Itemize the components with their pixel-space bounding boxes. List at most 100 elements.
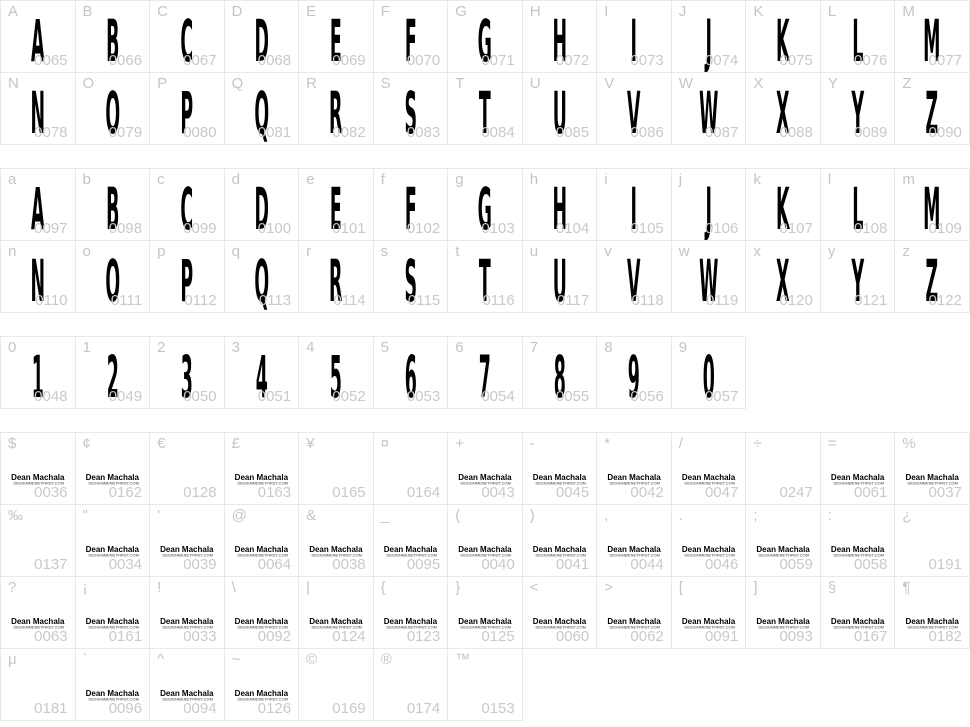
character-label: ® xyxy=(380,651,392,668)
unicode-decimal-code: 0056 xyxy=(630,388,664,405)
character-label: A xyxy=(8,3,19,20)
character-label: v xyxy=(604,243,612,260)
glyph-cell: µ 0181 xyxy=(0,648,76,721)
unicode-decimal-code: 0040 xyxy=(481,556,515,573)
unicode-decimal-code: 0091 xyxy=(704,628,739,645)
unicode-decimal-code: 0083 xyxy=(406,124,441,141)
glyph-preview: T xyxy=(479,79,491,147)
character-label: § xyxy=(827,579,837,596)
character-label: l xyxy=(827,171,832,188)
glyph-cell: % Dean Machala DESIGNMENETFIRST.COM 0037 xyxy=(894,432,970,505)
glyph-cell: 8 9 0056 xyxy=(596,336,672,409)
character-label: D xyxy=(231,3,243,20)
glyph-cell: © 0169 xyxy=(298,648,374,721)
glyph-preview: X xyxy=(776,79,790,147)
watermark-glyph: Dean Machala DESIGNMENETFIRST.COM xyxy=(150,617,224,632)
glyph-cell: ` Dean Machala DESIGNMENETFIRST.COM 0096 xyxy=(74,648,151,721)
unicode-decimal-code: 0101 xyxy=(332,220,366,237)
glyph-preview: O xyxy=(104,247,120,315)
glyph-preview: N xyxy=(30,79,46,147)
character-label: ¶ xyxy=(902,579,911,596)
unicode-decimal-code: 0065 xyxy=(34,52,68,69)
unicode-decimal-code: 0174 xyxy=(406,700,441,717)
unicode-decimal-code: 0094 xyxy=(183,700,217,717)
glyph-group-symbols: $ Dean Machala DESIGNMENETFIRST.COM 0036… xyxy=(0,432,970,721)
character-label: 0 xyxy=(8,339,17,356)
watermark-glyph: Dean Machala DESIGNMENETFIRST.COM xyxy=(299,617,373,632)
unicode-decimal-code: 0110 xyxy=(35,292,68,309)
glyph-cell: 3 4 0051 xyxy=(223,336,300,409)
watermark-glyph: Dean Machala DESIGNMENETFIRST.COM xyxy=(597,473,671,488)
unicode-decimal-code: 0102 xyxy=(406,220,441,237)
glyph-cell: w W 0119 xyxy=(670,240,747,315)
glyph-preview: L xyxy=(852,7,864,75)
glyph-cell: ¤ 0164 xyxy=(372,432,449,505)
glyph-cell: ® 0174 xyxy=(372,648,449,721)
glyph-cell: \ Dean Machala DESIGNMENETFIRST.COM 0092 xyxy=(223,576,300,649)
unicode-decimal-code: 0054 xyxy=(481,388,515,405)
watermark-name: Dean Machala xyxy=(830,473,885,482)
glyph-cell: A A 0065 xyxy=(0,0,76,73)
glyph-cell: 4 5 0052 xyxy=(298,336,374,409)
character-label: C xyxy=(157,3,168,20)
unicode-decimal-code: 0062 xyxy=(630,628,664,645)
unicode-decimal-code: 0096 xyxy=(108,700,143,717)
watermark-url: DESIGNMENETFIRST.COM xyxy=(237,482,288,486)
unicode-decimal-code: 0092 xyxy=(257,628,292,645)
unicode-decimal-code: 0070 xyxy=(406,52,441,69)
character-label: € xyxy=(157,435,166,452)
unicode-decimal-code: 0058 xyxy=(854,556,888,573)
watermark-name: Dean Machala xyxy=(830,545,885,554)
character-label: ^ xyxy=(157,651,165,668)
glyph-cell: ) Dean Machala DESIGNMENETFIRST.COM 0041 xyxy=(521,504,598,577)
character-label: | xyxy=(306,579,311,596)
unicode-decimal-code: 0075 xyxy=(779,52,813,69)
watermark-url: DESIGNMENETFIRST.COM xyxy=(907,626,959,630)
glyph-cell: * Dean Machala DESIGNMENETFIRST.COM 0042 xyxy=(596,432,672,505)
glyph-preview: F xyxy=(404,175,417,243)
unicode-decimal-code: 0095 xyxy=(406,556,441,573)
glyph-cell: l L 0108 xyxy=(819,168,896,243)
glyph-preview: I xyxy=(630,175,638,243)
glyph-preview: L xyxy=(852,175,864,243)
glyph-cell: , Dean Machala DESIGNMENETFIRST.COM 0044 xyxy=(596,504,672,577)
character-label: ) xyxy=(529,507,535,524)
unicode-decimal-code: 0053 xyxy=(406,388,441,405)
glyph-cell: 0 1 0048 xyxy=(0,336,76,409)
watermark-name: Dean Machala xyxy=(383,545,438,554)
character-label: ? xyxy=(8,579,17,596)
glyph-cell: c C 0099 xyxy=(149,168,225,241)
glyph-preview: W xyxy=(698,247,719,315)
character-label: _ xyxy=(380,507,389,524)
character-label: £ xyxy=(231,435,240,452)
glyph-cell: n N 0110 xyxy=(0,240,76,313)
glyph-preview: 0 xyxy=(702,343,715,411)
glyph-preview: R xyxy=(329,247,343,315)
glyph-cell: h H 0104 xyxy=(521,168,598,243)
watermark-glyph: Dean Machala DESIGNMENETFIRST.COM xyxy=(150,689,224,704)
glyph-cell: D D 0068 xyxy=(223,0,300,73)
glyph-row: A A 0065 B B 0066 C C 0067 D D 0068 E E … xyxy=(0,0,970,73)
glyph-preview: Y xyxy=(851,79,864,147)
unicode-decimal-code: 0161 xyxy=(108,628,143,645)
character-label: P xyxy=(157,75,168,92)
character-label: ! xyxy=(157,579,162,596)
glyph-preview: K xyxy=(776,175,790,243)
unicode-decimal-code: 0109 xyxy=(928,220,962,237)
unicode-decimal-code: 0111 xyxy=(110,292,143,309)
unicode-decimal-code: 0105 xyxy=(630,220,664,237)
glyph-cell: ÷ 0247 xyxy=(745,432,821,505)
glyph-cell: f F 0102 xyxy=(372,168,449,243)
glyph-cell: _ Dean Machala DESIGNMENETFIRST.COM 0095 xyxy=(372,504,449,577)
character-label: { xyxy=(380,579,386,596)
glyph-cell: ¶ Dean Machala DESIGNMENETFIRST.COM 0182 xyxy=(894,576,970,649)
glyph-preview: H xyxy=(552,175,567,243)
glyph-preview: P xyxy=(180,79,194,147)
character-label: x xyxy=(753,243,761,260)
glyph-cell: M M 0077 xyxy=(894,0,970,73)
watermark-name: Dean Machala xyxy=(11,617,65,626)
unicode-decimal-code: 0077 xyxy=(928,52,962,69)
watermark-url: DESIGNMENETFIRST.COM xyxy=(833,482,884,486)
glyph-preview: 1 xyxy=(31,343,44,411)
glyph-cell: W W 0087 xyxy=(670,72,747,145)
